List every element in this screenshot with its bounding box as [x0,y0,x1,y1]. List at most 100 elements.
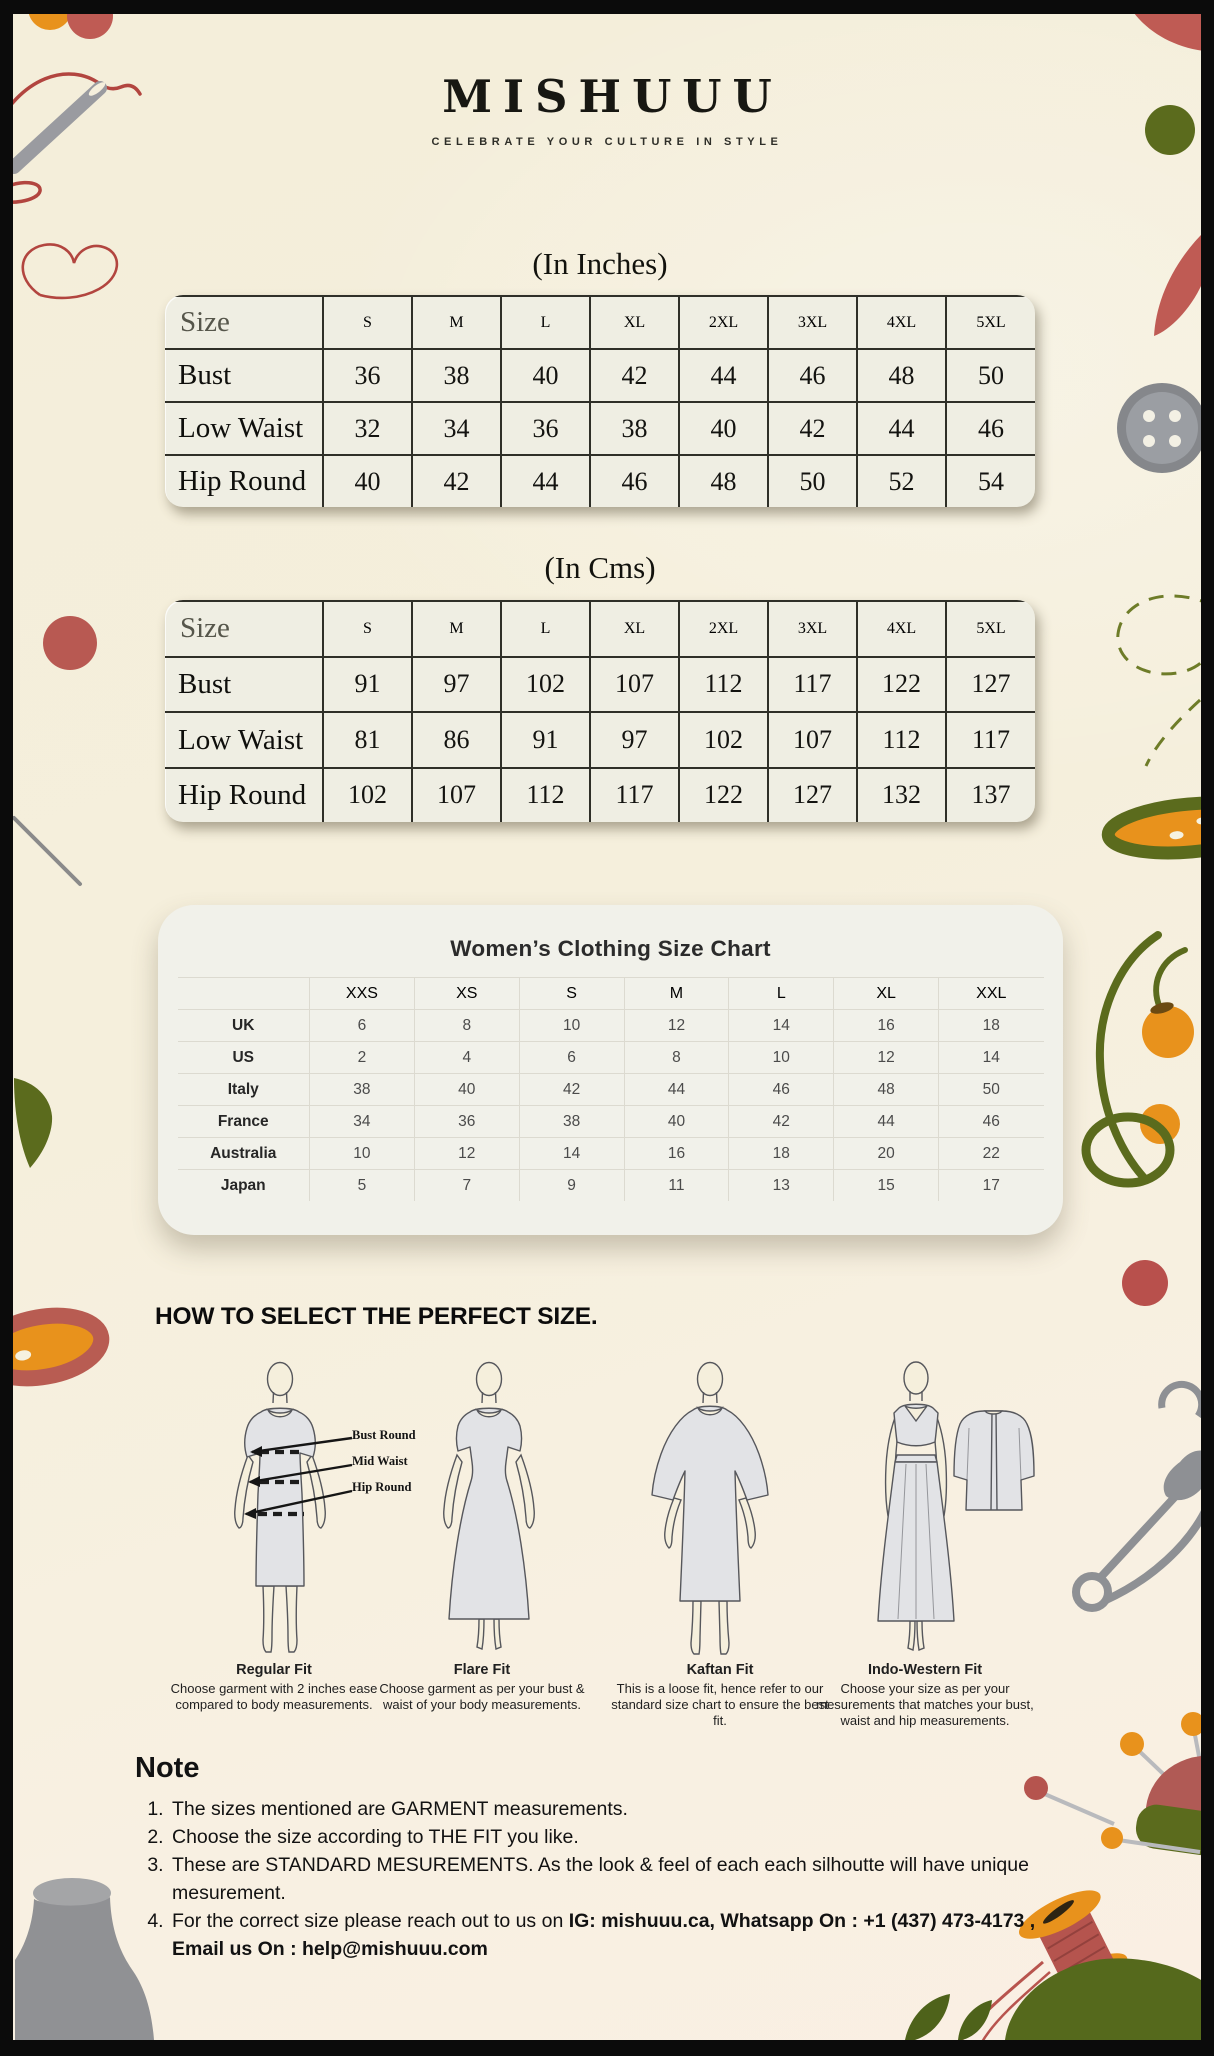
fit-caption-flare: Flare Fit Choose garment as per your bus… [367,1662,597,1713]
column-header: S [322,295,413,351]
column-header: XS [413,977,520,1010]
value-cell: 132 [856,766,947,822]
value-cell: 44 [833,1105,940,1138]
value-cell: 36 [413,1105,520,1138]
value-cell: 42 [411,454,502,507]
note-text: For the correct size please reach out to… [172,1910,569,1932]
fit-caption-regular: Regular Fit Choose garment with 2 inches… [159,1662,389,1713]
value-cell: 91 [500,711,591,769]
table-row: Japan 5 7 9 11 13 15 17 [177,1169,1044,1201]
value-cell: 107 [767,711,858,769]
value-cell: 122 [678,766,769,822]
value-cell: 40 [322,454,413,507]
row-label: Hip Round [165,766,324,822]
row-label: Low Waist [165,401,324,457]
table-row: France 34 36 38 40 42 44 46 [177,1105,1044,1138]
value-cell: 44 [856,401,947,457]
column-header: L [500,295,591,351]
value-cell: 48 [678,454,769,507]
value-cell: 9 [518,1169,625,1201]
value-cell: 22 [938,1137,1044,1170]
note-text-bold: IG: mishuuu.ca, Whatsapp On : +1 (437) 4… [172,1910,1036,1960]
cms-size-table: Size S M L XL 2XL 3XL 4XL 5XL Bust 91 97 102 107 112 11… [165,600,1035,822]
column-header: S [322,600,413,658]
value-cell: 137 [945,766,1035,822]
row-label: Italy [177,1073,310,1106]
fit-name: Regular Fit [236,1662,312,1678]
indo-western-fit-figure [877,1361,1035,1651]
column-header: 2XL [678,600,769,658]
table-row: Australia 10 12 14 16 18 20 22 [177,1137,1044,1170]
fit-caption-indo-western: Indo-Western Fit Choose your size as per… [810,1662,1040,1729]
value-cell: 14 [518,1137,625,1170]
fit-description: Choose garment as per your bust & waist … [379,1681,585,1712]
value-cell: 127 [945,655,1035,714]
value-cell: 6 [309,1009,415,1042]
value-cell: 14 [938,1041,1044,1074]
flare-fit-figure [443,1361,535,1650]
value-cell: 18 [728,1137,835,1170]
brand-tagline: CELEBRATE YOUR CULTURE IN STYLE [431,136,783,148]
value-cell: 50 [938,1073,1044,1106]
value-cell: 5 [309,1169,415,1201]
value-cell: 46 [938,1105,1044,1138]
fit-name: Flare Fit [453,1662,511,1678]
value-cell: 117 [589,766,680,822]
table-row: UK 6 8 10 12 14 16 18 [177,1009,1044,1042]
corner-cell: Size [165,295,324,351]
column-header: 4XL [856,295,947,351]
row-label: Japan [177,1169,310,1201]
cms-size-table-grid: Size S M L XL 2XL 3XL 4XL 5XL Bust 91 97 102 107 112 11… [165,600,1035,822]
column-header: XL [589,600,680,658]
column-header: L [500,600,591,658]
frame-border-bottom [0,2040,1214,2056]
value-cell: 17 [938,1169,1044,1201]
value-cell: 112 [856,711,947,769]
row-label: Low Waist [165,711,324,769]
row-label: Bust [165,348,324,404]
value-cell: 12 [413,1137,520,1170]
corner-cell: Size [165,600,324,658]
value-cell: 86 [411,711,502,769]
value-cell: 14 [728,1009,835,1042]
fit-caption-kaftan: Kaftan Fit This is a loose fit, hence re… [605,1662,835,1729]
value-cell: 38 [589,401,680,457]
row-label: France [177,1105,310,1138]
hip-round-annotation: Hip Round [352,1480,412,1494]
value-cell: 42 [767,401,858,457]
value-cell: 50 [767,454,858,507]
value-cell: 46 [589,454,680,507]
value-cell: 13 [728,1169,835,1201]
value-cell: 97 [411,655,502,714]
intl-size-chart-card: Women’s Clothing Size Chart XXS XS S M L XL XX… [158,905,1063,1235]
value-cell: 81 [322,711,413,769]
note-heading: Note [135,1752,200,1784]
value-cell: 34 [411,401,502,457]
frame-border-left [0,0,13,2056]
value-cell: 40 [500,348,591,404]
value-cell: 102 [322,766,413,822]
value-cell: 107 [589,655,680,714]
value-cell: 48 [833,1073,940,1106]
value-cell: 42 [728,1105,835,1138]
fit-description: This is a loose fit, hence refer to our … [611,1681,829,1728]
note-section: Note The sizes mentioned are GARMENT mea… [135,1752,1070,1963]
intl-chart-table: XXS XS S M L XL XXL UK 6 8 10 12 14 16 18 US 2 4 6 8 10 12 14 I… [177,977,1044,1201]
value-cell: 38 [309,1073,415,1106]
value-cell: 122 [856,655,947,714]
value-cell: 46 [767,348,858,404]
inches-table-title: (In Inches) [532,246,668,281]
header-row: XXS XS S M L XL XXL [177,977,1044,1010]
value-cell: 112 [678,655,769,714]
value-cell: 12 [623,1009,730,1042]
table-row: Low Waist 32 34 36 38 40 42 44 46 [165,401,1035,457]
value-cell: 102 [678,711,769,769]
column-header: 4XL [856,600,947,658]
row-label: Australia [177,1137,310,1170]
column-header: XXS [309,977,415,1010]
brand-logo: MISHUUU [442,70,783,123]
column-header: XXL [938,977,1044,1010]
value-cell: 36 [500,401,591,457]
value-cell: 46 [728,1073,835,1106]
row-label: Bust [165,655,324,714]
